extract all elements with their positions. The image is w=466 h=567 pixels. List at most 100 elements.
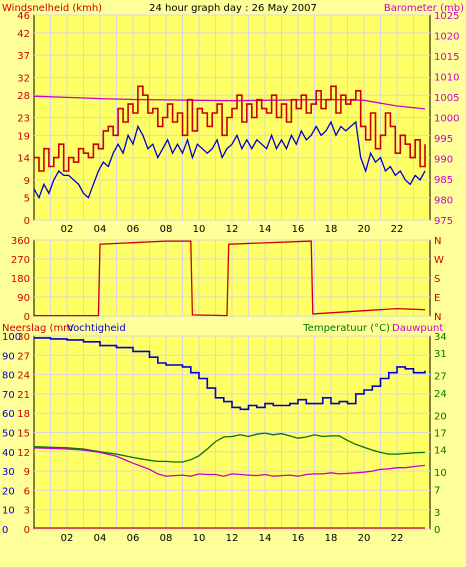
humidity-tick-label: 20 (2, 486, 15, 497)
rain-axis-label: Neerslag (mm (2, 323, 73, 334)
wind-speed-tick-label: 14 (17, 154, 30, 165)
x-tick-label: 22 (391, 224, 404, 235)
rain-tick-label: 18 (17, 409, 30, 420)
compass-tick-label: N (434, 312, 441, 323)
rain-tick-label: 12 (17, 448, 30, 459)
humidity-tick-label: 40 (2, 448, 15, 459)
rain-tick-label: 15 (17, 429, 30, 440)
x-tick-label: 06 (127, 224, 140, 235)
wind-speed-tick-label: 0 (24, 216, 30, 227)
wind-direction-tick-label: 0 (24, 312, 30, 323)
x-tick-label: 12 (226, 224, 239, 235)
temperature-axis-label: Temperatuur (°C) (302, 323, 390, 334)
compass-tick-label: E (434, 293, 440, 304)
rain-tick-label: 27 (17, 351, 30, 362)
wind-speed-axis: 0 5 9 14 19 23 28 32 37 42 46 (17, 11, 30, 227)
temperature-tick-label: 0 (434, 525, 440, 536)
barometer-line (33, 95, 426, 110)
barometer-tick-label: 1015 (434, 52, 459, 63)
temperature-tick-label: 20 (434, 411, 447, 422)
x-tick-label: 08 (160, 533, 173, 544)
barometer-tick-label: 1025 (434, 11, 459, 22)
temperature-axis: 0 3 7 10 14 17 20 24 27 31 34 (434, 332, 447, 536)
chart-title: 24 hour graph day : 26 May 2007 (149, 3, 317, 14)
temperature-tick-label: 24 (434, 389, 447, 400)
wind-speed-tick-label: 19 (17, 131, 30, 142)
barometer-axis-label: Barometer (mb) (384, 3, 464, 14)
humidity-tick-label: 30 (2, 467, 15, 478)
x-tick-label: 06 (127, 533, 140, 544)
x-tick-label: 16 (292, 533, 305, 544)
wind-speed-tick-label: 9 (24, 176, 30, 187)
x-tick-label: 14 (259, 224, 272, 235)
barometer-tick-label: 975 (434, 216, 453, 227)
dewpoint-axis-label: Dauwpunt (392, 323, 443, 334)
wind-gust-line (34, 85, 426, 172)
x-tick-label: 14 (259, 533, 272, 544)
humidity-tick-label: 100 (2, 332, 21, 343)
wind-barometer-panel: 0 5 9 14 19 23 28 32 37 42 46 975 980 985 990 995 1000 1… (2, 3, 464, 235)
wind-direction-tick-label: 180 (11, 274, 30, 285)
humidity-axis: 0 10 20 30 40 50 60 70 80 90 100 (2, 332, 21, 536)
wind-speed-tick-label: 5 (24, 194, 30, 205)
x-tick-label: 02 (61, 224, 74, 235)
rain-tick-label: 3 (24, 506, 30, 517)
temperature-tick-label: 14 (434, 446, 447, 457)
wind-direction-axis: 0 90 180 270 360 (11, 236, 30, 323)
rain-axis: 0 3 6 9 12 15 18 21 24 27 30 (17, 332, 30, 536)
barometer-tick-label: 990 (434, 155, 453, 166)
wind-speed-tick-label: 42 (17, 29, 30, 40)
wind-speed-tick-label: 28 (17, 91, 30, 102)
temperature-tick-label: 31 (434, 349, 447, 360)
humidity-tick-label: 60 (2, 409, 15, 420)
x-tick-label: 18 (325, 224, 338, 235)
x-tick-label: 08 (160, 224, 173, 235)
humidity-axis-label: Vochtigheid (67, 323, 126, 334)
barometer-tick-label: 1020 (434, 32, 459, 43)
wind-direction-tick-label: 360 (11, 236, 30, 247)
wind-speed-axis-label: Windsnelheid (kmh) (2, 3, 102, 14)
humidity-tick-label: 90 (2, 351, 15, 362)
x-tick-label: 20 (358, 533, 371, 544)
rain-tick-label: 24 (17, 371, 30, 382)
x-tick-label: 10 (193, 533, 206, 544)
x-tick-label: 12 (226, 533, 239, 544)
barometer-tick-label: 1005 (434, 93, 459, 104)
temperature-tick-label: 17 (434, 429, 447, 440)
rain-tick-label: 21 (17, 390, 30, 401)
wind-direction-line (34, 240, 426, 317)
barometer-tick-label: 980 (434, 196, 453, 207)
x-tick-label: 20 (358, 224, 371, 235)
wind-barometer-series (33, 85, 426, 200)
rain-humidity-temperature-series (33, 337, 426, 529)
rain-humidity-time-axis: 02 04 06 08 10 12 14 16 18 20 22 (61, 533, 404, 544)
wind-direction-tick-label: 90 (17, 293, 30, 304)
humidity-tick-label: 10 (2, 506, 15, 517)
barometer-tick-label: 1010 (434, 73, 459, 84)
rain-tick-label: 30 (17, 332, 30, 343)
humidity-tick-label: 0 (2, 525, 8, 536)
barometer-tick-label: 1000 (434, 114, 459, 125)
rain-tick-label: 9 (24, 467, 30, 478)
temperature-line (33, 432, 426, 463)
wind-average-line (33, 120, 426, 200)
wind-speed-tick-label: 37 (17, 51, 30, 62)
wind-speed-tick-label: 32 (17, 73, 30, 84)
compass-tick-label: S (434, 274, 440, 285)
x-tick-label: 18 (325, 533, 338, 544)
wind-speed-tick-label: 23 (17, 114, 30, 125)
rain-humidity-temperature-grid (34, 335, 430, 530)
x-tick-label: 04 (94, 224, 107, 235)
x-tick-label: 16 (292, 224, 305, 235)
compass-tick-label: N (434, 236, 441, 247)
temperature-tick-label: 3 (434, 508, 440, 519)
wind-direction-tick-label: 270 (11, 255, 30, 266)
x-tick-label: 22 (391, 533, 404, 544)
wind-direction-series (34, 240, 426, 317)
dewpoint-line (33, 447, 426, 477)
wind-barometer-time-axis: 02 04 06 08 10 12 14 16 18 20 22 (61, 224, 404, 235)
